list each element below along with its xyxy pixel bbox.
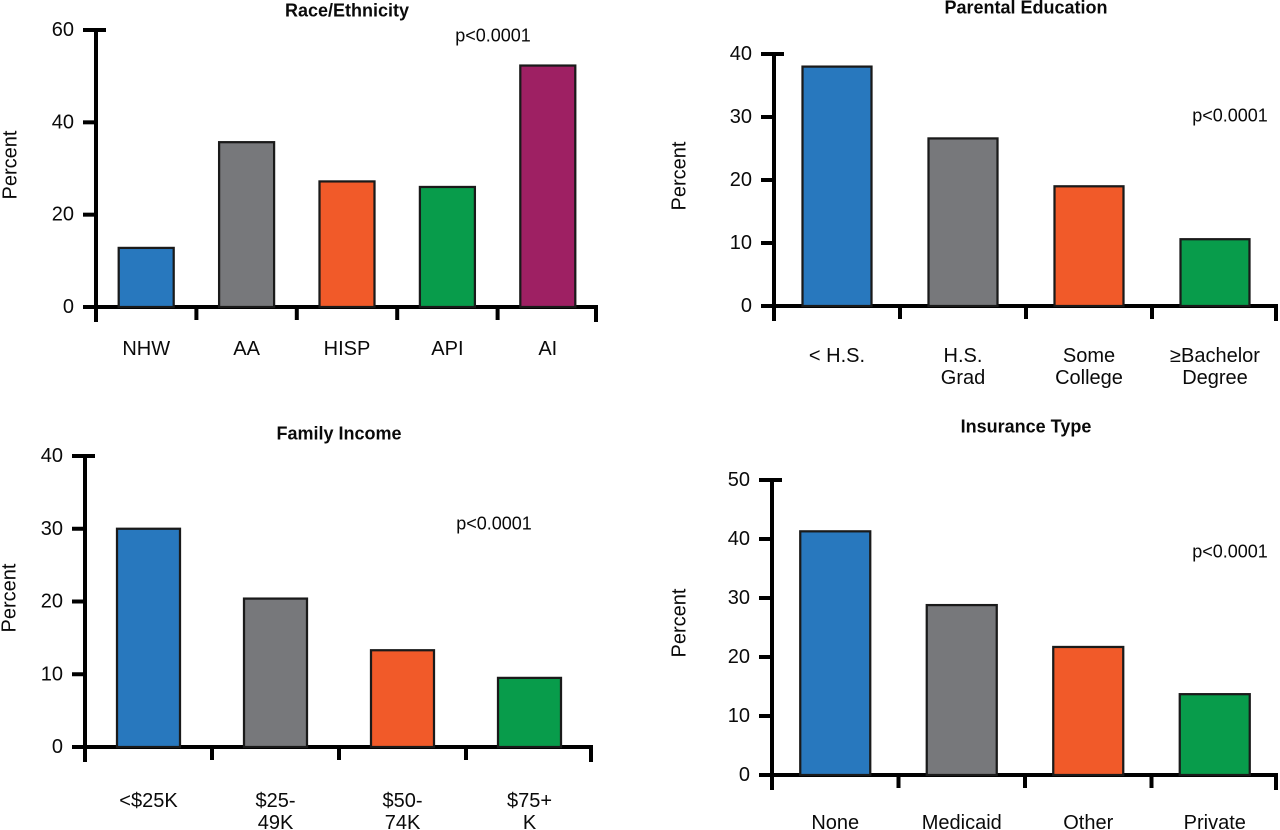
panel-insurance-type: 0 10 20 30 40 50 None Medicaid Other Private (728, 469, 1278, 830)
y-tick-label-0: 0 (739, 764, 750, 786)
y-tick-label-20: 20 (41, 591, 63, 613)
bar-private (1178, 693, 1251, 777)
y-tick-label-20: 20 (730, 169, 752, 191)
panel-family-income: 0 10 20 30 40 <$25K $25-49K $50-74K $75+ K (41, 445, 593, 830)
y-tick-label-40: 40 (52, 111, 74, 133)
bar-$50--74k (369, 649, 436, 749)
p-value-insurance-type: p<0.0001 (1192, 541, 1268, 562)
y-tick-label-40: 40 (730, 43, 752, 65)
y-tick-label-0: 0 (52, 736, 63, 758)
bar-$75+-k (496, 676, 563, 749)
y-tick-label-30: 30 (41, 518, 63, 540)
y-tick-label-10: 10 (41, 663, 63, 685)
x-category-label-3: ≥Bachelor Degree (1170, 345, 1260, 389)
bar-<$25k (115, 527, 182, 749)
p-value-parental-education: p<0.0001 (1192, 105, 1268, 126)
y-axis-title-family-income: Percent (0, 563, 21, 633)
x-category-label-1: H.S. Grad (941, 345, 985, 389)
x-category-label-1: Medicaid (922, 812, 1002, 830)
y-tick-label-60: 60 (52, 19, 74, 41)
p-value-race-ethnicity: p<0.0001 (455, 25, 531, 46)
x-category-label-2: $50-74K (382, 790, 422, 830)
bar-none (799, 530, 872, 777)
bar-h.s.-grad (927, 137, 999, 308)
x-category-label-0: NHW (122, 338, 170, 360)
panel-parental-education: 0 10 20 30 40 < H.S. H.S. Grad Some College ≥Bache… (730, 43, 1278, 389)
y-tick-label-40: 40 (41, 445, 63, 467)
x-category-label-1: AA (233, 338, 260, 360)
y-tick-label-0: 0 (741, 295, 752, 317)
y-axis-title-insurance-type: Percent (668, 588, 691, 658)
chart-title-family-income: Family Income (276, 423, 402, 444)
bar-medicaid (925, 603, 998, 777)
bar-some-college (1053, 185, 1125, 308)
y-tick-label-30: 30 (730, 106, 752, 128)
y-tick-label-10: 10 (730, 232, 752, 254)
y-tick-label-10: 10 (728, 705, 750, 727)
y-tick-label-50: 50 (728, 469, 750, 491)
y-axis-title-race-ethnicity: Percent (0, 130, 22, 200)
x-category-label-2: Some College (1055, 345, 1123, 389)
chart-title-race-ethnicity: Race/Ethnicity (284, 0, 410, 21)
x-category-label-0: < H.S. (809, 345, 865, 367)
bar-aa (217, 141, 276, 309)
bar-nhw (117, 246, 175, 309)
x-category-label-3: API (431, 338, 463, 360)
bar-hisp (318, 180, 376, 309)
panel-race-ethnicity: 0 20 40 60 NHW AA HISP API AI (52, 19, 598, 360)
bar-ai (519, 64, 577, 309)
x-category-label-3: Private (1184, 812, 1246, 830)
x-category-label-0: <$25K (119, 790, 178, 812)
bar-other (1052, 645, 1125, 777)
y-tick-label-20: 20 (52, 204, 74, 226)
x-category-label-4: AI (538, 338, 557, 360)
x-category-label-2: Other (1063, 812, 1113, 830)
bar-≥bachelor-degree (1179, 238, 1251, 308)
y-axis-title-parental-education: Percent (668, 141, 691, 211)
y-tick-label-0: 0 (63, 296, 74, 318)
y-tick-label-30: 30 (728, 587, 750, 609)
x-category-label-0: None (811, 812, 859, 830)
chart-title-insurance-type: Insurance Type (960, 416, 1092, 437)
y-tick-label-40: 40 (728, 528, 750, 550)
bar-$25--49k (242, 597, 309, 749)
x-category-label-3: $75+ K (507, 790, 552, 830)
bar-<-h.s. (801, 65, 873, 308)
bar-api (418, 185, 477, 309)
p-value-family-income: p<0.0001 (456, 513, 532, 534)
x-category-label-1: $25-49K (255, 790, 295, 830)
chart-title-parental-education: Parental Education (944, 0, 1108, 18)
y-tick-label-20: 20 (728, 646, 750, 668)
x-category-label-2: HISP (324, 338, 371, 360)
